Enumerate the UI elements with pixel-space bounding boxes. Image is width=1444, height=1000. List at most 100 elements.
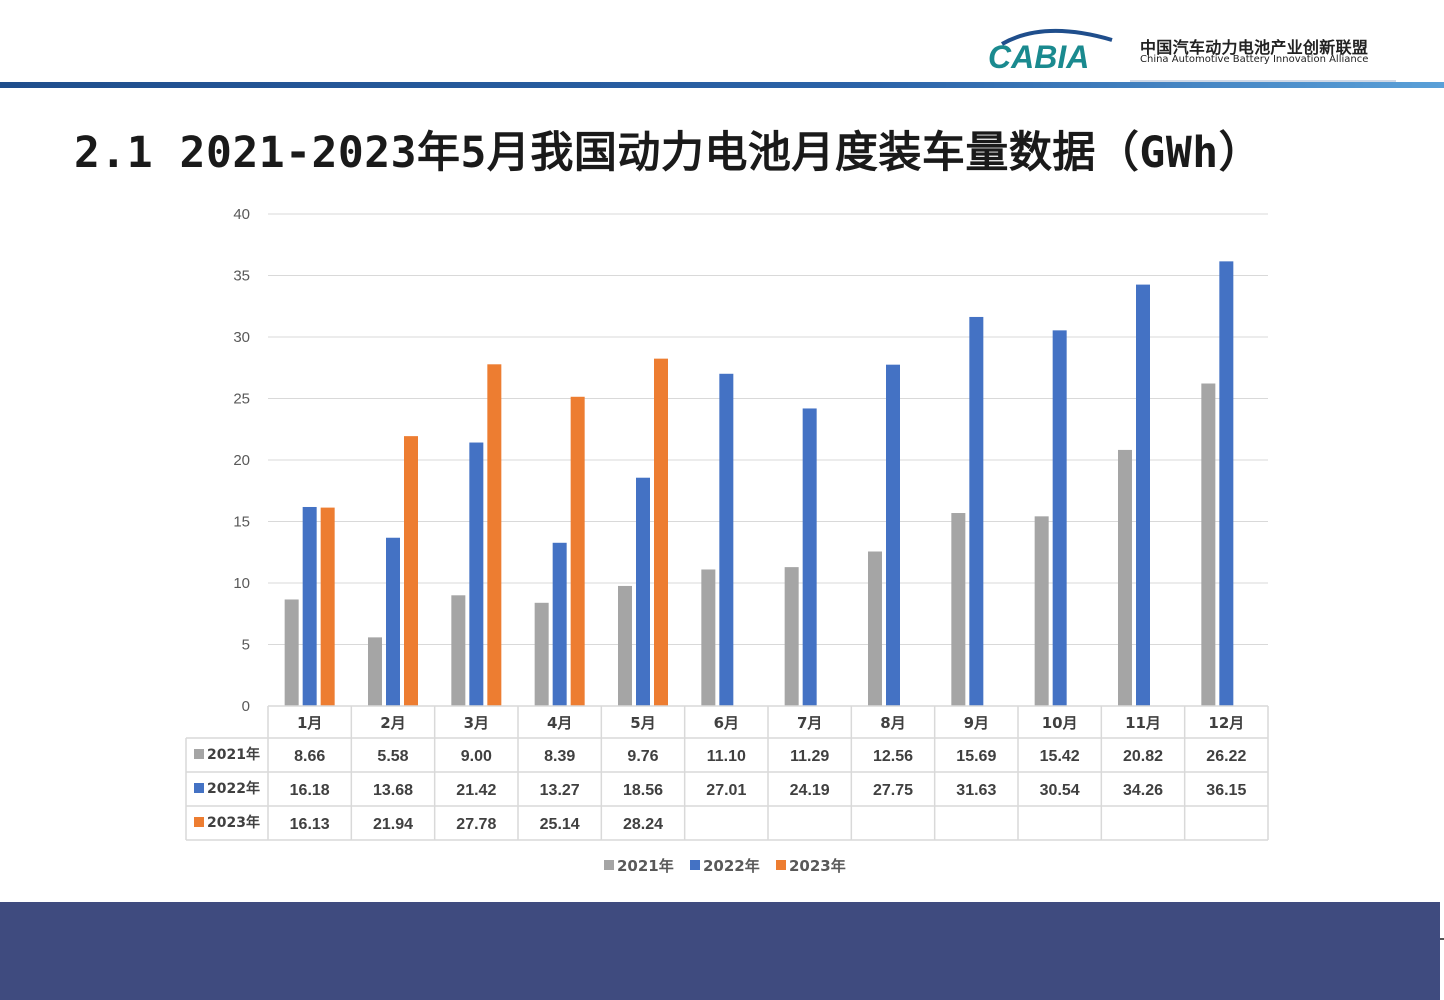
header-divider-thin: [1130, 80, 1396, 82]
footer-band: [0, 902, 1440, 1000]
chart-y-axis: 0 5 10 15 20 25 30 35 40: [233, 206, 250, 715]
data-label: 12.56: [873, 748, 913, 765]
bar: [802, 408, 817, 706]
data-label: 26.22: [1206, 748, 1246, 765]
x-category-label: 3月: [464, 714, 489, 732]
org-name-cn: 中国汽车动力电池产业创新联盟: [1140, 38, 1369, 57]
data-label: 27.78: [456, 816, 496, 833]
legend-swatch: [690, 860, 700, 870]
bar: [636, 477, 650, 706]
bar: [320, 507, 335, 706]
data-label: 34.26: [1123, 782, 1163, 799]
data-label: 27.75: [873, 782, 913, 799]
data-label: 11.10: [707, 748, 746, 765]
bar: [1219, 261, 1234, 706]
slide-title: 2.1 2021-2023年5月我国动力电池月度装车量数据（GWh）: [74, 128, 1263, 178]
x-category-label: 1月: [297, 714, 322, 732]
table-row-label: 2022年: [207, 780, 260, 797]
bar: [570, 396, 585, 706]
bar: [1118, 449, 1132, 706]
x-category-label: 12月: [1208, 714, 1244, 732]
data-label: 8.39: [544, 748, 575, 765]
bar: [719, 373, 734, 706]
x-category-label: 4月: [547, 714, 572, 732]
data-label: 16.13: [290, 816, 330, 833]
legend-entry: 2022年: [703, 857, 760, 875]
table-row-swatch: [194, 749, 204, 759]
data-label: 15.42: [1040, 748, 1080, 765]
data-label: 31.63: [956, 782, 996, 799]
y-tick-label: 10: [233, 575, 250, 592]
data-label: 5.58: [377, 748, 408, 765]
data-label: 13.68: [373, 782, 413, 799]
table-row-label: 2023年: [207, 814, 260, 831]
chart-gridlines: [268, 213, 1268, 645]
legend-entry: 2023年: [789, 857, 846, 875]
y-tick-label: 0: [242, 698, 250, 715]
bar: [284, 599, 299, 706]
data-label: 18.56: [623, 782, 663, 799]
bar: [469, 442, 484, 706]
bar: [868, 551, 882, 706]
bar: [951, 513, 966, 706]
bar: [654, 358, 668, 706]
bar: [618, 585, 632, 706]
bar: [451, 595, 466, 706]
org-name-en: China Automotive Battery Innovation Alli…: [1140, 54, 1369, 65]
table-row-swatch: [194, 783, 204, 793]
legend-swatch: [776, 860, 786, 870]
y-tick-label: 20: [233, 452, 250, 469]
bar: [534, 602, 549, 706]
data-label: 21.42: [456, 782, 496, 799]
bar: [1201, 383, 1216, 706]
bar: [1034, 516, 1049, 706]
y-tick-label: 15: [233, 514, 250, 531]
legend-entry: 2021年: [617, 857, 674, 875]
data-label: 13.27: [540, 782, 580, 799]
data-label: 16.18: [290, 782, 330, 799]
y-tick-label: 5: [242, 637, 250, 654]
data-label: 28.24: [623, 816, 663, 833]
logo-wordmark: CABIA: [988, 39, 1089, 74]
chart-bars: [284, 261, 1234, 706]
bar: [969, 316, 984, 706]
bar: [404, 436, 418, 706]
data-label: 25.14: [540, 816, 580, 833]
legend-swatch: [604, 860, 614, 870]
data-label: 20.82: [1123, 748, 1163, 765]
data-label: 27.01: [706, 782, 746, 799]
data-label: 30.54: [1040, 782, 1080, 799]
data-label: 9.00: [461, 748, 492, 765]
x-category-label: 2月: [380, 714, 405, 732]
data-label: 36.15: [1206, 782, 1246, 799]
x-category-label: 9月: [964, 714, 989, 732]
y-tick-label: 30: [233, 329, 250, 346]
bar: [701, 569, 716, 706]
header-divider-bar: [0, 82, 1444, 88]
data-label: 8.66: [294, 748, 325, 765]
data-label: 24.19: [790, 782, 830, 799]
bar: [1136, 284, 1150, 706]
y-tick-label: 25: [233, 391, 250, 408]
chart-legend: 2021年 2022年 2023年: [604, 857, 846, 875]
data-label: 15.69: [956, 748, 996, 765]
x-category-label: 5月: [630, 714, 655, 732]
data-label: 21.94: [373, 816, 413, 833]
x-category-label: 11月: [1125, 714, 1161, 732]
bar: [487, 364, 502, 706]
y-tick-label: 40: [233, 206, 250, 223]
data-label: 9.76: [627, 748, 658, 765]
x-category-label: 7月: [797, 714, 822, 732]
data-table: 1月 2月 3月 4月 5月 6月 7月 8月 9月 10月 11月 12月 2021年 8.66 5.58…: [185, 705, 1269, 841]
bar: [784, 567, 799, 706]
bar: [368, 637, 382, 706]
x-category-label: 10月: [1042, 714, 1078, 732]
table-row-swatch: [194, 817, 204, 827]
bar: [552, 542, 567, 706]
bar: [1052, 330, 1067, 706]
data-label: 11.29: [790, 748, 829, 765]
x-category-label: 8月: [880, 714, 905, 732]
table-row-label: 2021年: [207, 746, 260, 763]
cabia-logo: CABIA: [988, 28, 1113, 74]
x-category-label: 6月: [714, 714, 739, 732]
